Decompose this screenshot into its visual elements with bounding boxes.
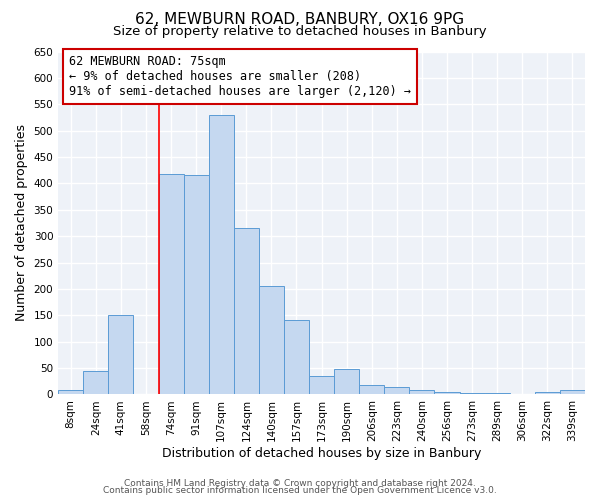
Bar	[385, 386, 409, 394]
Bar	[234, 228, 259, 394]
Bar	[434, 392, 460, 394]
Text: 62, MEWBURN ROAD, BANBURY, OX16 9PG: 62, MEWBURN ROAD, BANBURY, OX16 9PG	[136, 12, 464, 28]
Bar	[58, 390, 83, 394]
Bar	[309, 376, 334, 394]
Bar	[158, 174, 184, 394]
Text: Size of property relative to detached houses in Banbury: Size of property relative to detached ho…	[113, 25, 487, 38]
Bar	[109, 316, 133, 394]
Bar	[359, 386, 385, 394]
Bar	[209, 115, 234, 394]
Bar	[409, 390, 434, 394]
Text: Contains public sector information licensed under the Open Government Licence v3: Contains public sector information licen…	[103, 486, 497, 495]
Y-axis label: Number of detached properties: Number of detached properties	[15, 124, 28, 322]
Text: 62 MEWBURN ROAD: 75sqm
← 9% of detached houses are smaller (208)
91% of semi-det: 62 MEWBURN ROAD: 75sqm ← 9% of detached …	[69, 55, 411, 98]
Bar	[560, 390, 585, 394]
Bar	[535, 392, 560, 394]
X-axis label: Distribution of detached houses by size in Banbury: Distribution of detached houses by size …	[162, 447, 481, 460]
Text: Contains HM Land Registry data © Crown copyright and database right 2024.: Contains HM Land Registry data © Crown c…	[124, 478, 476, 488]
Bar	[259, 286, 284, 395]
Bar	[184, 176, 209, 394]
Bar	[460, 393, 485, 394]
Bar	[284, 320, 309, 394]
Bar	[334, 369, 359, 394]
Bar	[83, 370, 109, 394]
